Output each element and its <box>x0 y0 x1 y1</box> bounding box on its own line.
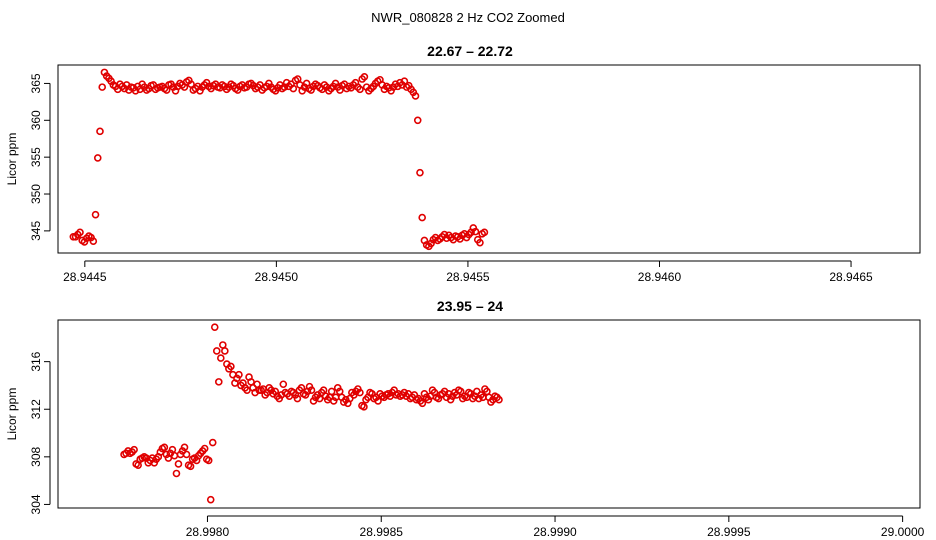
data-point <box>227 362 235 371</box>
data-point <box>180 443 189 452</box>
data-point <box>89 237 98 245</box>
top-panel-title: 22.67 – 22.72 <box>427 43 513 59</box>
data-point <box>204 456 213 465</box>
y-tick-label: 355 <box>29 147 43 167</box>
data-point <box>356 388 364 397</box>
data-point <box>98 83 107 91</box>
data-point <box>307 386 316 395</box>
x-tick-label: 28.9990 <box>533 525 577 539</box>
data-point <box>289 84 298 93</box>
data-point <box>160 443 169 452</box>
data-point <box>471 227 480 236</box>
bottom-panel-points <box>120 323 503 504</box>
data-point <box>279 380 288 389</box>
data-point <box>456 387 465 396</box>
data-point <box>172 469 181 478</box>
bottom-panel-ylabel: Licor ppm <box>5 388 19 441</box>
x-tick-label: 28.9995 <box>707 525 751 539</box>
data-point <box>480 228 489 237</box>
top-panel-points <box>69 68 489 251</box>
top-panel-ylabel: Licor ppm <box>5 133 19 186</box>
data-point <box>413 116 422 125</box>
data-point <box>243 386 251 395</box>
data-point <box>130 445 138 454</box>
figure-suptitle: NWR_080828 2 Hz CO2 Zoomed <box>371 10 565 25</box>
data-point <box>93 154 102 162</box>
data-point <box>221 347 229 355</box>
data-point <box>174 460 183 468</box>
y-tick-label: 308 <box>29 447 43 467</box>
data-point <box>217 354 225 362</box>
data-point <box>253 380 261 389</box>
top-panel-axes: 28.9445 28.9450 28.9455 28.9460 28.9465 345 35… <box>29 73 873 284</box>
bottom-panel-frame <box>57 319 921 509</box>
data-point <box>76 228 84 237</box>
data-point <box>186 462 195 471</box>
data-point <box>374 397 382 405</box>
data-point <box>495 395 503 404</box>
data-point <box>411 92 420 100</box>
data-point <box>418 213 426 222</box>
data-point <box>360 403 368 411</box>
x-tick-label: 28.9460 <box>638 270 682 284</box>
top-panel: 22.67 – 22.72 Licor ppm 28.9445 28.9450 28… <box>5 43 921 284</box>
bottom-panel-axes: 28.9980 28.9985 28.9990 28.9995 29.0000 304 30… <box>29 351 925 539</box>
data-point <box>476 238 484 247</box>
y-tick-label: 345 <box>29 221 43 241</box>
data-point <box>210 323 219 331</box>
x-tick-label: 28.9985 <box>360 525 404 539</box>
data-point <box>356 85 364 94</box>
x-tick-label: 28.9450 <box>255 270 299 284</box>
data-point <box>206 495 215 504</box>
data-point <box>219 341 227 349</box>
y-tick-label: 350 <box>29 184 43 204</box>
y-tick-label: 360 <box>29 110 43 130</box>
y-tick-label: 304 <box>29 494 43 514</box>
x-tick-label: 28.9980 <box>186 525 230 539</box>
data-point <box>327 387 336 396</box>
data-point <box>212 347 221 355</box>
data-point <box>182 450 191 459</box>
data-point <box>235 370 243 379</box>
y-tick-label: 316 <box>29 351 43 371</box>
bottom-panel-title: 23.95 – 24 <box>437 298 503 314</box>
y-tick-label: 312 <box>29 399 43 419</box>
data-point <box>360 73 369 81</box>
x-tick-label: 28.9455 <box>446 270 490 284</box>
x-tick-label: 28.9445 <box>63 270 107 284</box>
data-point <box>293 394 302 403</box>
top-panel-frame <box>57 64 921 254</box>
x-tick-label: 29.0000 <box>881 525 925 539</box>
data-point <box>214 378 223 386</box>
data-point <box>200 444 209 453</box>
data-point <box>96 127 104 136</box>
data-point <box>91 210 100 219</box>
bottom-panel: 23.95 – 24 Licor ppm 28.9980 28.9985 28.99… <box>5 298 925 539</box>
x-tick-label: 28.9465 <box>829 270 873 284</box>
data-point <box>416 168 424 177</box>
data-point <box>418 399 427 408</box>
data-point <box>208 438 217 447</box>
y-tick-label: 365 <box>29 73 43 93</box>
